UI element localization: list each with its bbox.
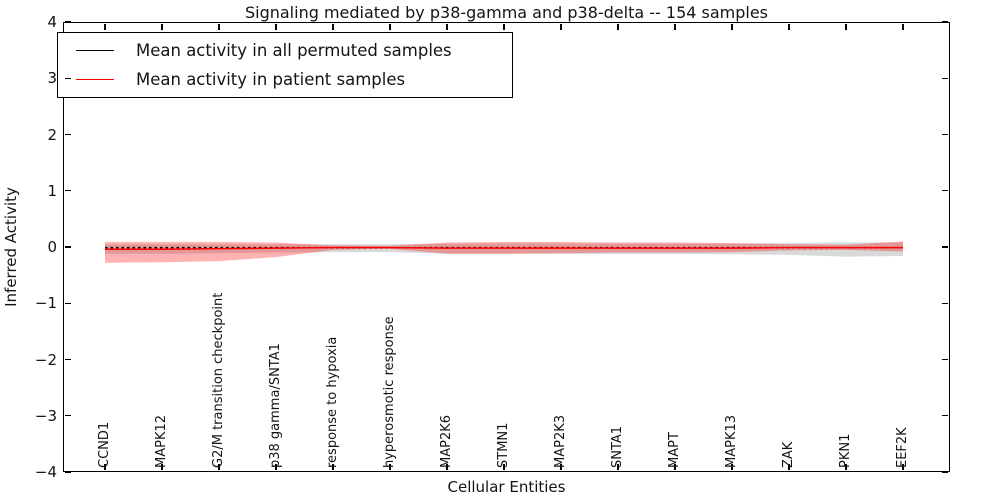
y-tick-mark bbox=[942, 415, 949, 417]
x-tick-label: G2/M transition checkpoint bbox=[211, 292, 226, 468]
x-tick-label: EEF2K bbox=[895, 427, 910, 468]
x-tick-mark bbox=[845, 464, 847, 471]
x-tick-mark bbox=[788, 23, 790, 30]
x-axis-label: Cellular Entities bbox=[447, 478, 566, 496]
y-tick-mark bbox=[64, 190, 71, 192]
chart-title: Signaling mediated by p38-gamma and p38-… bbox=[244, 3, 769, 22]
x-tick-label: MAP2K3 bbox=[553, 414, 568, 468]
y-tick-mark bbox=[64, 21, 71, 23]
y-tick-mark bbox=[942, 358, 949, 361]
x-tick-mark bbox=[617, 464, 619, 471]
y-tick-label: −3 bbox=[34, 406, 57, 425]
x-tick-mark bbox=[617, 23, 619, 30]
x-tick-label: hyperosmotic response bbox=[382, 316, 397, 468]
y-tick-mark bbox=[64, 358, 71, 361]
x-tick-label: CCND1 bbox=[97, 421, 112, 468]
legend-label: Mean activity in all permuted samples bbox=[136, 41, 452, 60]
permuted-line-swatch-icon bbox=[76, 50, 114, 51]
x-tick-mark bbox=[731, 23, 733, 30]
x-tick-mark bbox=[389, 464, 391, 471]
x-tick-mark bbox=[674, 464, 676, 471]
x-tick-mark bbox=[731, 464, 733, 471]
y-tick-mark bbox=[64, 133, 71, 136]
x-tick-mark bbox=[332, 464, 334, 471]
y-tick-mark bbox=[942, 471, 949, 473]
x-tick-mark bbox=[104, 464, 106, 471]
x-tick-mark bbox=[275, 464, 277, 471]
x-tick-mark bbox=[674, 23, 676, 30]
x-tick-mark bbox=[788, 464, 790, 471]
legend-label: Mean activity in patient samples bbox=[136, 70, 406, 89]
x-tick-mark bbox=[902, 23, 904, 30]
x-tick-mark bbox=[161, 464, 163, 471]
x-tick-mark bbox=[332, 23, 334, 30]
x-tick-label: ZAK bbox=[781, 441, 796, 468]
y-tick-label: −4 bbox=[34, 463, 57, 481]
patient-std-band bbox=[105, 241, 903, 263]
patient-line-swatch-icon bbox=[76, 79, 114, 80]
permuted-std-band bbox=[105, 242, 903, 257]
y-tick-label: 1 bbox=[47, 181, 57, 200]
y-tick-mark bbox=[942, 302, 949, 304]
y-tick-label: −1 bbox=[34, 294, 57, 313]
x-tick-label: MAPK12 bbox=[154, 414, 169, 468]
y-tick-mark bbox=[942, 77, 949, 79]
legend-item-permuted: Mean activity in all permuted samples bbox=[76, 41, 512, 61]
y-tick-mark bbox=[64, 302, 71, 304]
x-tick-mark bbox=[446, 23, 448, 30]
patient-mean-line bbox=[105, 246, 903, 250]
y-tick-mark bbox=[64, 471, 71, 473]
y-tick-mark bbox=[64, 77, 71, 79]
x-tick-label: PKN1 bbox=[838, 433, 853, 468]
x-tick-label: response to hypoxia bbox=[325, 336, 340, 468]
x-tick-mark bbox=[161, 23, 163, 30]
x-tick-mark bbox=[218, 23, 220, 30]
x-tick-mark bbox=[560, 23, 562, 30]
x-tick-mark bbox=[845, 23, 847, 30]
y-tick-mark bbox=[942, 133, 949, 136]
y-tick-mark bbox=[942, 190, 949, 192]
y-tick-mark bbox=[64, 415, 71, 417]
x-tick-mark bbox=[503, 23, 505, 30]
y-tick-label: 4 bbox=[47, 13, 57, 31]
y-tick-mark bbox=[942, 21, 949, 23]
x-tick-mark bbox=[503, 464, 505, 471]
x-tick-mark bbox=[902, 464, 904, 471]
x-tick-mark bbox=[218, 464, 220, 471]
x-tick-label: p38 gamma/SNTA1 bbox=[268, 343, 283, 468]
y-tick-label: −2 bbox=[34, 350, 57, 369]
legend-item-patient: Mean activity in patient samples bbox=[76, 70, 512, 90]
x-tick-label: SNTA1 bbox=[610, 425, 625, 468]
x-tick-mark bbox=[560, 464, 562, 471]
x-tick-mark bbox=[389, 23, 391, 30]
x-tick-label: MAPT bbox=[667, 432, 682, 468]
x-tick-mark bbox=[275, 23, 277, 30]
y-axis-label: Inferred Activity bbox=[2, 187, 20, 307]
x-tick-label: MAPK13 bbox=[724, 414, 739, 468]
x-tick-mark bbox=[446, 464, 448, 471]
x-tick-mark bbox=[104, 23, 106, 30]
y-tick-label: 3 bbox=[47, 69, 57, 88]
x-tick-label: STMN1 bbox=[496, 422, 511, 468]
y-tick-label: 2 bbox=[47, 125, 57, 144]
y-tick-mark bbox=[64, 246, 71, 248]
y-tick-mark bbox=[942, 246, 949, 248]
y-tick-label: 0 bbox=[47, 238, 57, 256]
x-tick-label: MAP2K6 bbox=[439, 414, 454, 468]
legend: Mean activity in all permuted samples Me… bbox=[57, 32, 513, 98]
